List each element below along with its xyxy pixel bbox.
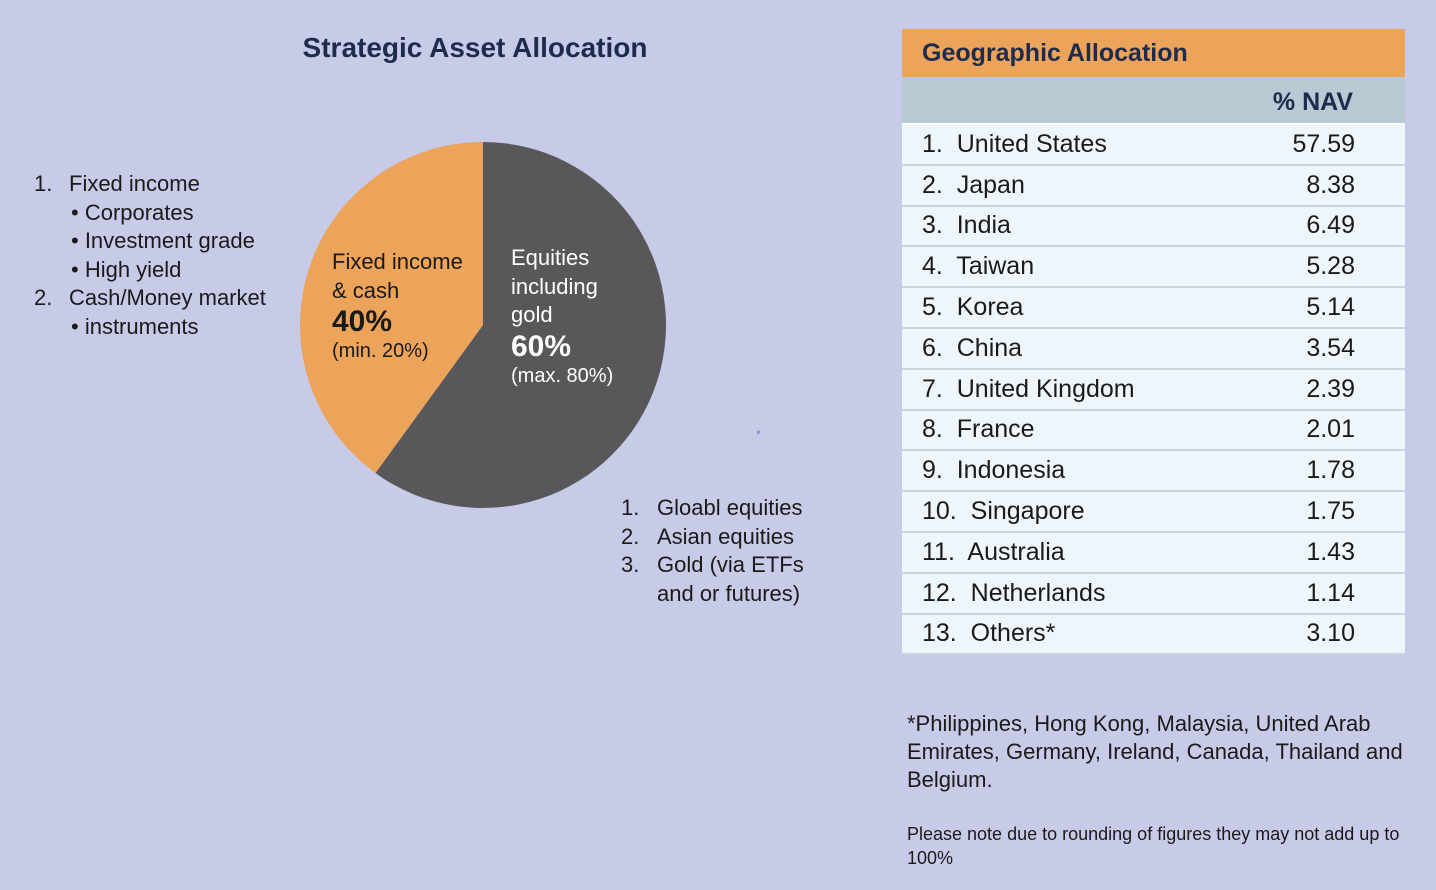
country-cell: 11. Australia xyxy=(922,537,1065,566)
slice-percent: 40% xyxy=(332,305,393,338)
nav-value-cell: 1.43 xyxy=(1306,537,1355,566)
list-text: Gold (via ETFs xyxy=(657,552,804,577)
equities-slice xyxy=(375,142,666,508)
nav-value-cell: 1.78 xyxy=(1306,456,1355,485)
table-row: 6. China 3.54 xyxy=(902,328,1405,370)
table-row: 9. Indonesia 1.78 xyxy=(902,451,1405,493)
nav-value-cell: 6.49 xyxy=(1306,211,1355,240)
country-cell: 1. United States xyxy=(922,129,1107,158)
list-number: 1. xyxy=(621,495,640,520)
country-cell: 2. Japan xyxy=(922,170,1025,199)
country-cell: 12. Netherlands xyxy=(922,578,1106,607)
list-subitem: • High yield xyxy=(71,256,182,282)
table-row: 7. United Kingdom 2.39 xyxy=(902,369,1405,411)
equities-slice-label: Equities including gold 60% (max. 80%) xyxy=(511,244,613,388)
slice-note: (min. 20%) xyxy=(332,340,429,362)
list-text: Cash/Money market xyxy=(69,285,266,310)
table-row: 5. Korea 5.14 xyxy=(902,288,1405,329)
list-subitem: • Investment grade xyxy=(71,228,255,253)
list-number: 3. xyxy=(621,552,640,577)
nav-value-cell: 5.14 xyxy=(1306,293,1355,322)
slice-label-line: Fixed income xyxy=(332,249,463,274)
table-title: Geographic Allocation xyxy=(902,29,1405,77)
list-item: 3. Gold (via ETFs xyxy=(621,551,804,580)
slice-label-line: & cash xyxy=(332,277,400,303)
list-subitem: • Corporates xyxy=(71,199,194,225)
geographic-allocation-table: Geographic Allocation % NAV 1. United St… xyxy=(902,29,1405,656)
small-marker: × xyxy=(756,428,761,437)
country-cell: 7. United Kingdom xyxy=(922,374,1135,403)
chart-title: Strategic Asset Allocation xyxy=(302,32,648,63)
country-cell: 13. Others* xyxy=(922,619,1056,648)
rounding-note: Please note due to rounding of figures t… xyxy=(907,824,1400,868)
nav-value-cell: 3.54 xyxy=(1306,333,1355,362)
nav-value-cell: 2.01 xyxy=(1306,415,1355,444)
country-cell: 10. Singapore xyxy=(922,497,1085,526)
table-row: 13. Others* 3.10 xyxy=(902,614,1405,656)
slice-label-line: Equities xyxy=(511,245,590,270)
nav-value-cell: 2.39 xyxy=(1306,374,1355,403)
fixed-income-slice-label: Fixed income & cash 40% (min. 20%) xyxy=(332,248,463,363)
column-header-nav: % NAV xyxy=(902,77,1405,125)
country-cell: 9. Indonesia xyxy=(922,456,1066,485)
table-row: 12. Netherlands 1.14 xyxy=(902,573,1405,615)
table-row: 10. Singapore 1.75 xyxy=(902,492,1405,533)
list-number: 2. xyxy=(34,285,53,310)
country-cell: 6. China xyxy=(922,333,1023,362)
country-cell: 4. Taiwan xyxy=(922,252,1035,281)
nav-value-cell: 8.38 xyxy=(1306,170,1355,199)
nav-value-cell: 57.59 xyxy=(1292,129,1355,158)
list-item: 2. Asian equities xyxy=(621,523,804,552)
country-cell: 8. France xyxy=(922,415,1035,444)
fixed-income-slice xyxy=(300,142,483,474)
nav-value-cell: 3.10 xyxy=(1306,619,1355,648)
table-row: 8. France 2.01 xyxy=(902,410,1405,452)
list-number: 1. xyxy=(34,171,53,196)
list-text-continuation: and or futures) xyxy=(657,580,801,606)
equities-list: 1. Gloabl equities 2. Asian equities 3. … xyxy=(621,494,804,608)
country-cell: 5. Korea xyxy=(922,293,1024,322)
table-row: 2. Japan 8.38 xyxy=(902,165,1405,207)
country-cell: 3. India xyxy=(922,211,1011,240)
asset-allocation-pie xyxy=(300,142,666,508)
list-subitem: • instruments xyxy=(71,313,199,339)
list-text: Asian equities xyxy=(657,523,794,549)
table-row: 4. Taiwan 5.28 xyxy=(902,247,1405,289)
nav-value-cell: 5.28 xyxy=(1306,252,1355,281)
list-item: 1. Gloabl equities xyxy=(621,494,804,523)
footnote: *Philippines, Hong Kong, Malaysia, Unite… xyxy=(907,711,1403,792)
slice-label-line: gold xyxy=(511,302,553,327)
list-item: 1. Fixed income xyxy=(34,170,266,199)
slice-percent: 60% xyxy=(511,329,572,363)
table-body: 1. United States 57.59 2. Japan 8.38 3. Indi… xyxy=(902,125,1405,656)
table-row: 1. United States 57.59 xyxy=(902,125,1405,166)
list-number: 2. xyxy=(621,523,640,549)
nav-value-cell: 1.14 xyxy=(1306,578,1355,607)
slice-note: (max. 80%) xyxy=(511,364,614,387)
table-row: 11. Australia 1.43 xyxy=(902,532,1405,574)
list-text: Fixed income xyxy=(69,171,200,196)
list-item: 2. Cash/Money market xyxy=(34,284,266,313)
table-row: 3. India 6.49 xyxy=(902,206,1405,248)
nav-value-cell: 1.75 xyxy=(1306,497,1355,526)
slice-label-line: including xyxy=(511,273,598,299)
list-text: Gloabl equities xyxy=(657,495,803,520)
fixed-income-list: 1. Fixed income • Corporates • Investmen… xyxy=(34,170,266,341)
